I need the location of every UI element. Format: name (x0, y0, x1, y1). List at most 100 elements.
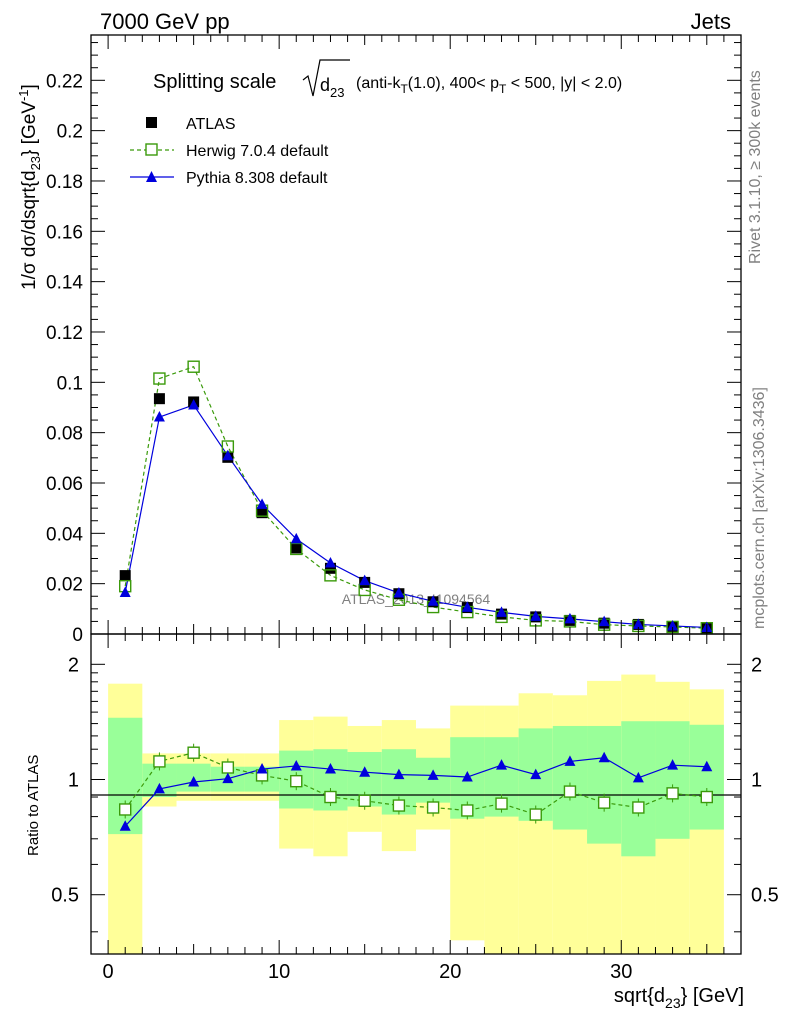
pythia-point (564, 612, 576, 624)
sqrt-sign (302, 59, 350, 97)
legend-label-pythia: Pythia 8.308 default (186, 170, 328, 187)
ratio-ytick-label: 2 (68, 654, 79, 676)
ratio-herwig-point (290, 774, 303, 788)
legend: ATLAS Herwig 7.0.4 default Pythia 8.308 … (130, 116, 329, 187)
atlas-point (119, 570, 131, 582)
ratio-pythia-point (290, 759, 302, 771)
herwig-point (187, 360, 200, 373)
ratio-pythia-point (632, 771, 644, 783)
ratio-xtick-label: 0 (103, 961, 114, 983)
ratio-bands (108, 674, 724, 954)
ratio-pythia-point (324, 763, 336, 774)
pythia-point (256, 498, 268, 509)
main-ytick-label: 0.12 (46, 323, 83, 344)
main-ytick-label: 0.14 (46, 273, 83, 294)
ratio-pythia-point (393, 768, 405, 780)
ratio-pythia-point (119, 820, 131, 831)
legend-label-atlas: ATLAS (186, 116, 236, 133)
herwig-line (124, 365, 707, 629)
ratio-herwig-line (124, 752, 707, 816)
main-ytick-label: 0.18 (46, 172, 83, 193)
ratio-herwig-point (392, 799, 406, 812)
ratio-band-inner (416, 757, 451, 803)
ratio-pythia-point (496, 759, 508, 770)
main-ytick-label: 0.02 (46, 575, 83, 596)
ratio-herwig-point (700, 790, 713, 804)
herwig-point (324, 569, 337, 582)
ratio-herwig-point (324, 790, 337, 804)
pythia-point (530, 610, 542, 621)
ratio-pythia-point (153, 782, 165, 794)
main-ytick-label: 0.04 (46, 524, 83, 545)
pythia-point (188, 398, 200, 410)
ratio-herwig-point (461, 804, 474, 817)
ratio-herwig-point (426, 801, 440, 814)
ratio-herwig-point (187, 746, 200, 759)
herwig-point (153, 372, 166, 385)
ratio-herwig-point (563, 785, 577, 798)
ratio-pythia-point (564, 755, 576, 766)
mcplots-label: mcplots.cern.ch [arXiv:1306.3436] (751, 387, 768, 629)
ratio-xtick-label: 20 (439, 961, 461, 983)
legend-marker-pythia (146, 171, 157, 182)
header-left: 7000 GeV pp (100, 9, 230, 34)
atlas-point (256, 507, 268, 519)
herwig-point (290, 542, 303, 556)
ratio-pythia-point (701, 760, 713, 772)
legend-marker-herwig (145, 143, 158, 156)
ratio-pythia-point (222, 772, 234, 784)
ratio-herwig-point (529, 808, 542, 821)
ratio-band-inner (655, 721, 690, 839)
ratio-ytick-label: 0.5 (51, 885, 79, 907)
ratio-pythia-point (461, 771, 473, 782)
pythia-point (119, 586, 131, 597)
ratio-pythia-point (359, 766, 371, 777)
ratio-pythia-point (667, 759, 679, 770)
pythia-point (153, 411, 165, 422)
ratio-pythia-point (256, 763, 268, 774)
ratio-ytick-label: 1 (68, 770, 79, 792)
title-selection: (anti-kT(1.0), 400< pT < 500, |y| < 2.0) (356, 75, 622, 96)
pythia-point (598, 615, 610, 627)
pythia-point (222, 449, 234, 461)
main-axes: 0 0.02 0.04 0.06 0.08 0.1 0.12 0.14 0.16 0.18 0.2 0… (46, 35, 742, 646)
ratio-herwig-point (358, 794, 371, 807)
ratio-pythia-point (530, 768, 542, 780)
main-ytick-label: 0.08 (46, 424, 83, 445)
ratio-ytick-label-right: 2 (751, 654, 762, 676)
atlas-point (153, 393, 165, 405)
ratio-ytick-label-right: 1 (751, 770, 762, 792)
main-ytick-label: 0.1 (57, 373, 83, 394)
pythia-point (461, 601, 473, 612)
ratio-pythia-point (427, 769, 439, 780)
atlas-point (324, 562, 336, 574)
pythia-point (427, 595, 439, 606)
pythia-point (290, 532, 302, 544)
main-ytick-label: 0 (72, 625, 83, 646)
pythia-point (632, 618, 644, 629)
pythia-point (393, 586, 405, 598)
ratio-band-inner (552, 725, 588, 830)
ratio-herwig-point (597, 796, 611, 809)
legend-marker-atlas (146, 117, 157, 128)
ratio-band-inner (587, 725, 622, 844)
ratio-herwig-point (119, 803, 132, 816)
pythia-point (324, 557, 336, 568)
atlas-point (290, 542, 302, 554)
main-ytick-label: 0.2 (57, 122, 83, 143)
header-right: Jets (691, 9, 731, 34)
watermark: ATLAS_2013_I1094564 (342, 591, 491, 607)
ratio-herwig-point (632, 801, 645, 814)
ratio-xtick-label: 10 (268, 961, 290, 983)
pythia-point (496, 606, 508, 617)
ratio-series-group (119, 743, 713, 831)
herwig-point (358, 583, 371, 597)
ratio-herwig-point (153, 755, 166, 768)
pythia-point (359, 574, 371, 586)
legend-label-herwig: Herwig 7.0.4 default (186, 143, 329, 160)
ratio-herwig-point (495, 797, 508, 810)
ratio-herwig-point (221, 761, 235, 774)
pythia-point (667, 619, 679, 631)
main-ytick-label: 0.16 (46, 222, 83, 243)
